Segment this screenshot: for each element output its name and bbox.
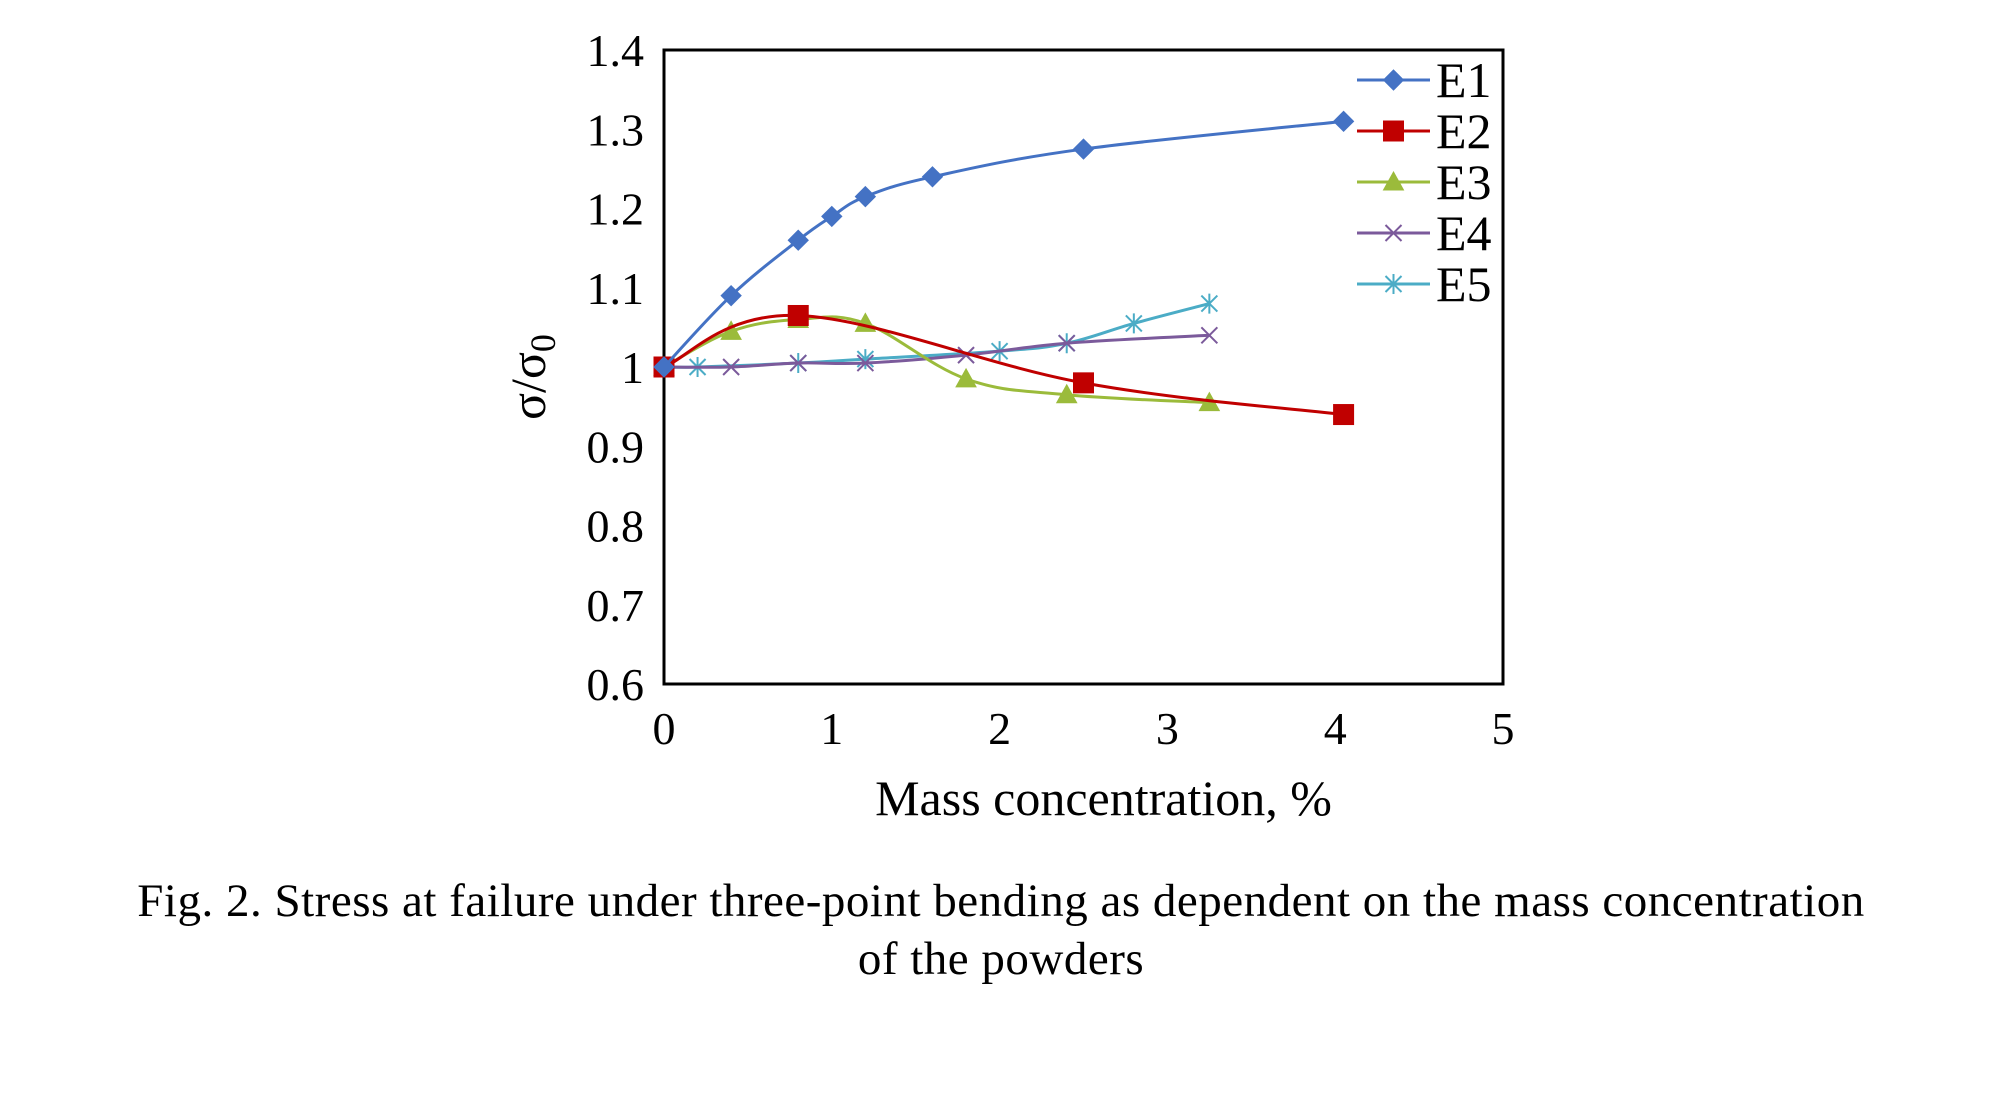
y-axis-title-main: σ/σ — [500, 352, 556, 420]
data-point-e4 — [957, 346, 975, 364]
data-point-e4 — [1058, 334, 1076, 352]
series-layer — [653, 110, 1355, 426]
y-tick-label: 0.9 — [587, 421, 645, 472]
y-tick-label: 1.4 — [587, 25, 645, 76]
legend-marker — [1384, 274, 1403, 294]
legend-label: E1 — [1436, 52, 1492, 108]
data-point-e4 — [1200, 326, 1219, 345]
y-tick-label: 1.1 — [587, 263, 645, 314]
legend-marker — [1384, 224, 1403, 242]
x-tick-label: 2 — [988, 703, 1011, 754]
data-point-e2 — [1073, 372, 1094, 394]
caption-line-1: Fig. 2. Stress at failure under three-po… — [137, 875, 1865, 927]
y-axis: 1.4 1.3 1.2 1.1 1 0.9 0.8 0.7 0.6 — [587, 25, 645, 710]
legend-label: E5 — [1436, 256, 1492, 312]
y-tick-label: 0.6 — [587, 659, 645, 710]
y-axis-title-subscript: 0 — [523, 334, 563, 352]
legend-item-e4: E4 — [1357, 205, 1492, 261]
legend-item-e3: E3 — [1357, 154, 1492, 210]
data-point-e1 — [854, 185, 877, 208]
y-axis-title: σ/σ0 — [500, 334, 563, 420]
data-point-e4 — [856, 354, 875, 372]
legend-label: E2 — [1436, 103, 1492, 159]
legend-item-e2: E2 — [1357, 103, 1492, 159]
data-point-e3 — [955, 367, 977, 388]
legend-label: E3 — [1436, 154, 1492, 210]
figure-caption: Fig. 2. Stress at failure under three-po… — [0, 872, 2002, 988]
x-tick-label: 5 — [1492, 703, 1515, 754]
x-tick-label: 0 — [653, 703, 676, 754]
y-tick-label: 1 — [621, 342, 644, 393]
y-tick-label: 0.7 — [587, 580, 645, 631]
legend-marker — [1382, 170, 1405, 191]
series-line-e4 — [663, 333, 1210, 369]
legend-label: E4 — [1436, 205, 1492, 261]
x-axis-title: Mass concentration, % — [875, 770, 1332, 826]
data-point-e1 — [921, 166, 944, 188]
caption-line-2: of the powders — [857, 933, 1145, 985]
legend-marker — [1382, 69, 1405, 91]
data-point-e5 — [1125, 313, 1143, 334]
data-point-e1 — [821, 205, 843, 228]
legend-item-e5: E5 — [1357, 256, 1492, 312]
x-tick-label: 4 — [1324, 703, 1347, 754]
series-line-e2 — [663, 313, 1344, 417]
legend-marker — [1383, 120, 1404, 142]
data-point-e1 — [1072, 138, 1095, 160]
legend-item-e1: E1 — [1357, 52, 1492, 108]
series-e1 — [653, 110, 1355, 378]
x-tick-label: 3 — [1156, 703, 1179, 754]
data-point-e2 — [787, 304, 809, 326]
x-tick-label: 1 — [820, 703, 843, 754]
y-tick-label: 1.2 — [587, 184, 645, 235]
data-point-e1 — [1332, 110, 1355, 133]
series-e4 — [655, 326, 1219, 376]
data-point-e1 — [653, 356, 675, 378]
y-tick-label: 1.3 — [587, 104, 645, 155]
data-point-e3 — [1055, 383, 1078, 404]
y-tick-label: 0.8 — [587, 501, 645, 552]
data-point-e5 — [1200, 293, 1219, 314]
data-point-e2 — [1333, 404, 1355, 426]
x-axis: 0 1 2 3 4 5 — [653, 703, 1515, 754]
data-point-e1 — [720, 284, 742, 307]
data-point-e4 — [722, 358, 740, 376]
data-point-e1 — [787, 229, 809, 251]
series-line-e1 — [662, 119, 1344, 369]
data-point-e4 — [789, 354, 807, 372]
